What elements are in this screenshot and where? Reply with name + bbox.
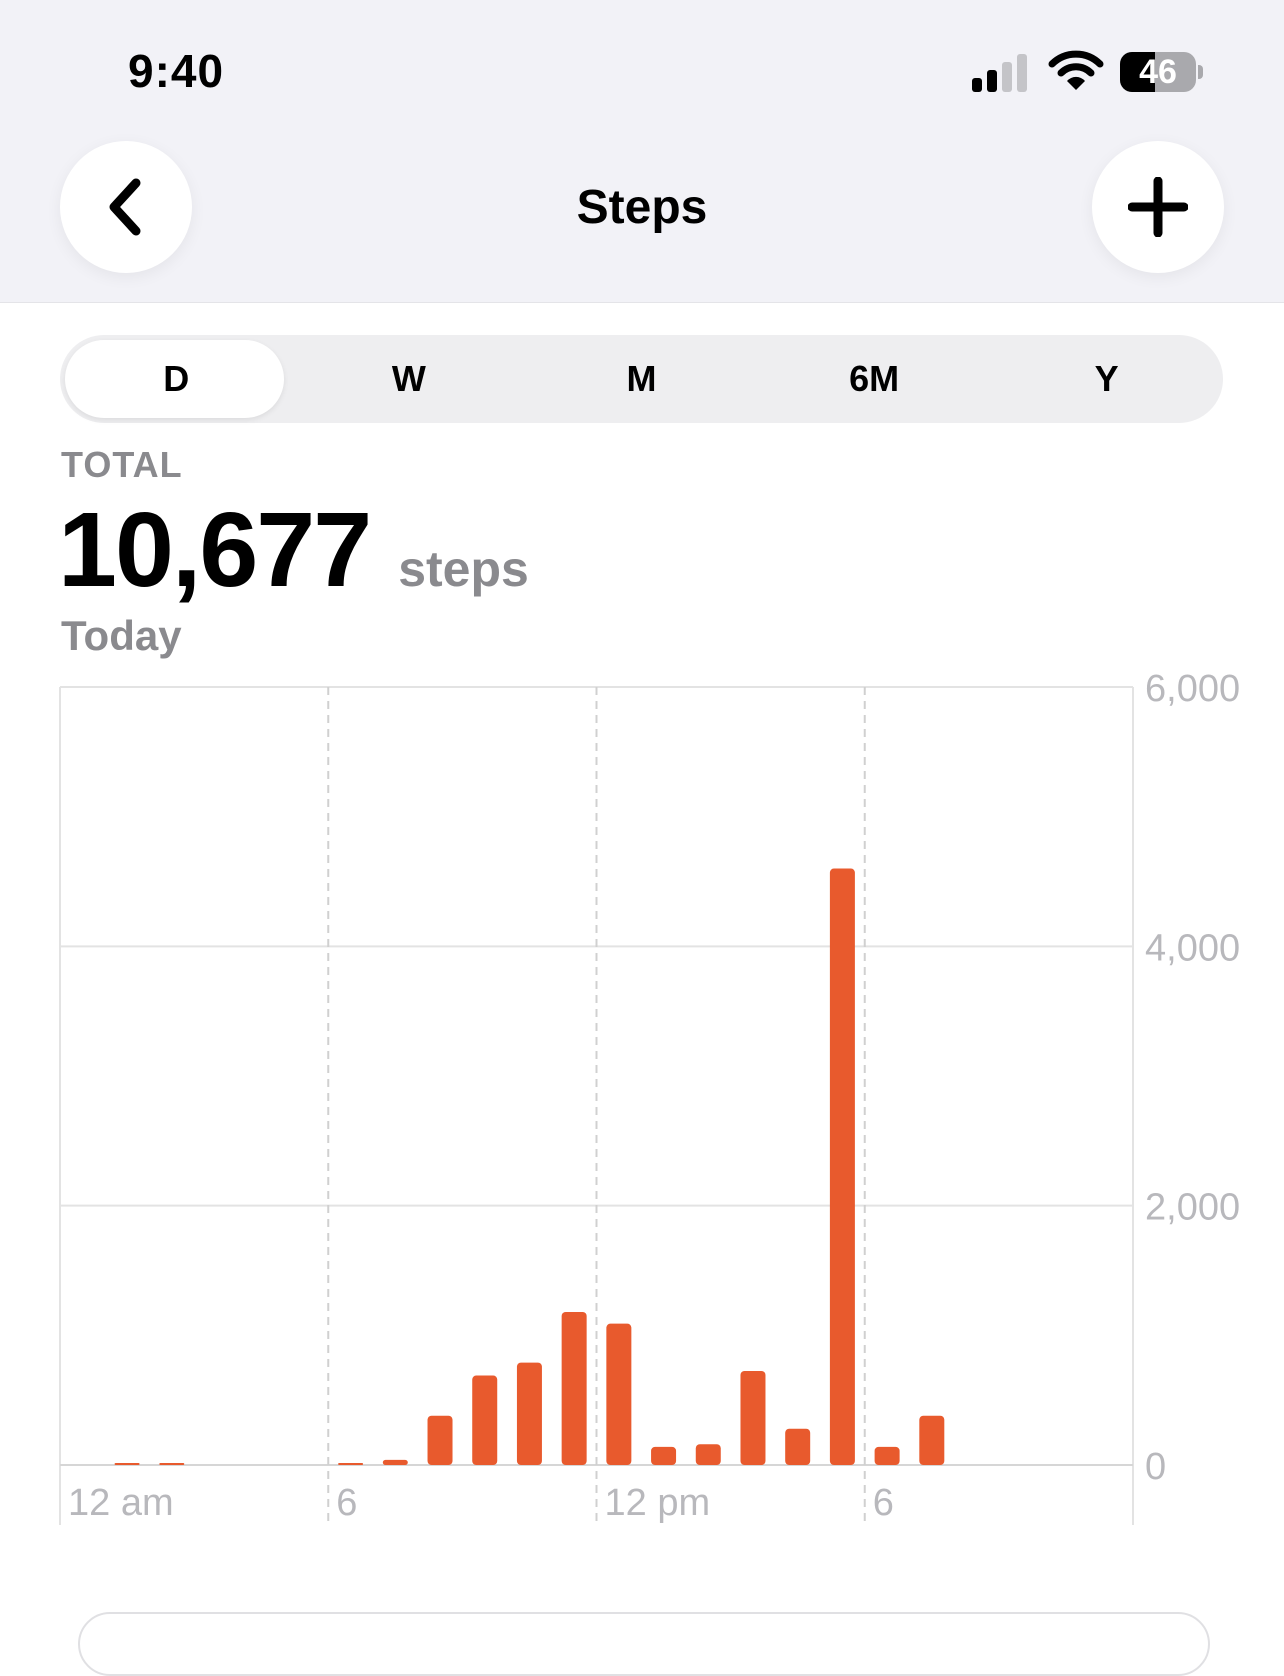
header-bar [0, 0, 1284, 303]
tab-day[interactable]: D [163, 358, 190, 399]
x-tick-label: 6 [336, 1482, 357, 1524]
x-tick-label: 6 [873, 1482, 894, 1524]
bar-hour-14 [695, 1444, 721, 1465]
period-label: Today [61, 612, 182, 659]
battery-icon: 46 [1120, 52, 1196, 92]
bar-hour-11 [561, 1311, 587, 1465]
wifi-icon [1048, 50, 1104, 90]
add-data-button[interactable] [1092, 141, 1224, 273]
total-steps-unit: steps [398, 541, 529, 597]
y-tick-label: 2,000 [1145, 1187, 1240, 1229]
total-steps-number: 10,677 [58, 491, 372, 609]
tab-month[interactable]: M [626, 358, 657, 399]
cellular-signal-icon [972, 54, 1027, 92]
bar-hour-19 [919, 1415, 945, 1465]
bar-hour-8 [427, 1415, 453, 1465]
tab-year[interactable]: Y [1094, 358, 1119, 399]
total-label: TOTAL [61, 444, 183, 485]
total-value: 10,677 steps [58, 490, 529, 611]
bar-hour-16 [785, 1428, 811, 1465]
x-tick-label: 12 am [68, 1482, 174, 1524]
time-range-segmented-control: D W M 6M Y [60, 335, 1223, 423]
tab-6-months[interactable]: 6M [849, 358, 900, 399]
selected-segment-indicator [65, 340, 284, 418]
bar-hour-15 [740, 1370, 766, 1465]
chevron-left-icon [109, 178, 141, 236]
bar-hour-13 [651, 1446, 677, 1465]
bar-hour-17 [829, 868, 855, 1465]
bar-hour-7 [382, 1459, 408, 1465]
page-title: Steps [576, 181, 708, 234]
back-button[interactable] [60, 141, 192, 273]
bar-hour-1 [114, 1463, 140, 1465]
bar-hour-18 [874, 1446, 900, 1465]
x-tick-label: 12 pm [605, 1482, 711, 1524]
plus-icon [1128, 177, 1188, 237]
bar-hour-2 [159, 1463, 185, 1465]
bottom-card [78, 1612, 1210, 1676]
battery-nub [1198, 65, 1203, 79]
bar-hour-10 [516, 1362, 542, 1465]
bar-hour-9 [472, 1375, 498, 1465]
battery-level: 46 [1139, 52, 1177, 91]
tab-week[interactable]: W [391, 358, 426, 399]
bar-hour-6 [338, 1463, 364, 1465]
y-tick-label: 0 [1145, 1446, 1166, 1488]
steps-bar-chart[interactable]: 0 2,000 4,000 6,000 12 am 6 12 pm 6 [0, 660, 1284, 1540]
bar-hour-12 [606, 1323, 632, 1465]
status-time: 9:40 [128, 45, 225, 97]
y-tick-label: 6,000 [1145, 668, 1240, 710]
y-tick-label: 4,000 [1145, 927, 1240, 969]
